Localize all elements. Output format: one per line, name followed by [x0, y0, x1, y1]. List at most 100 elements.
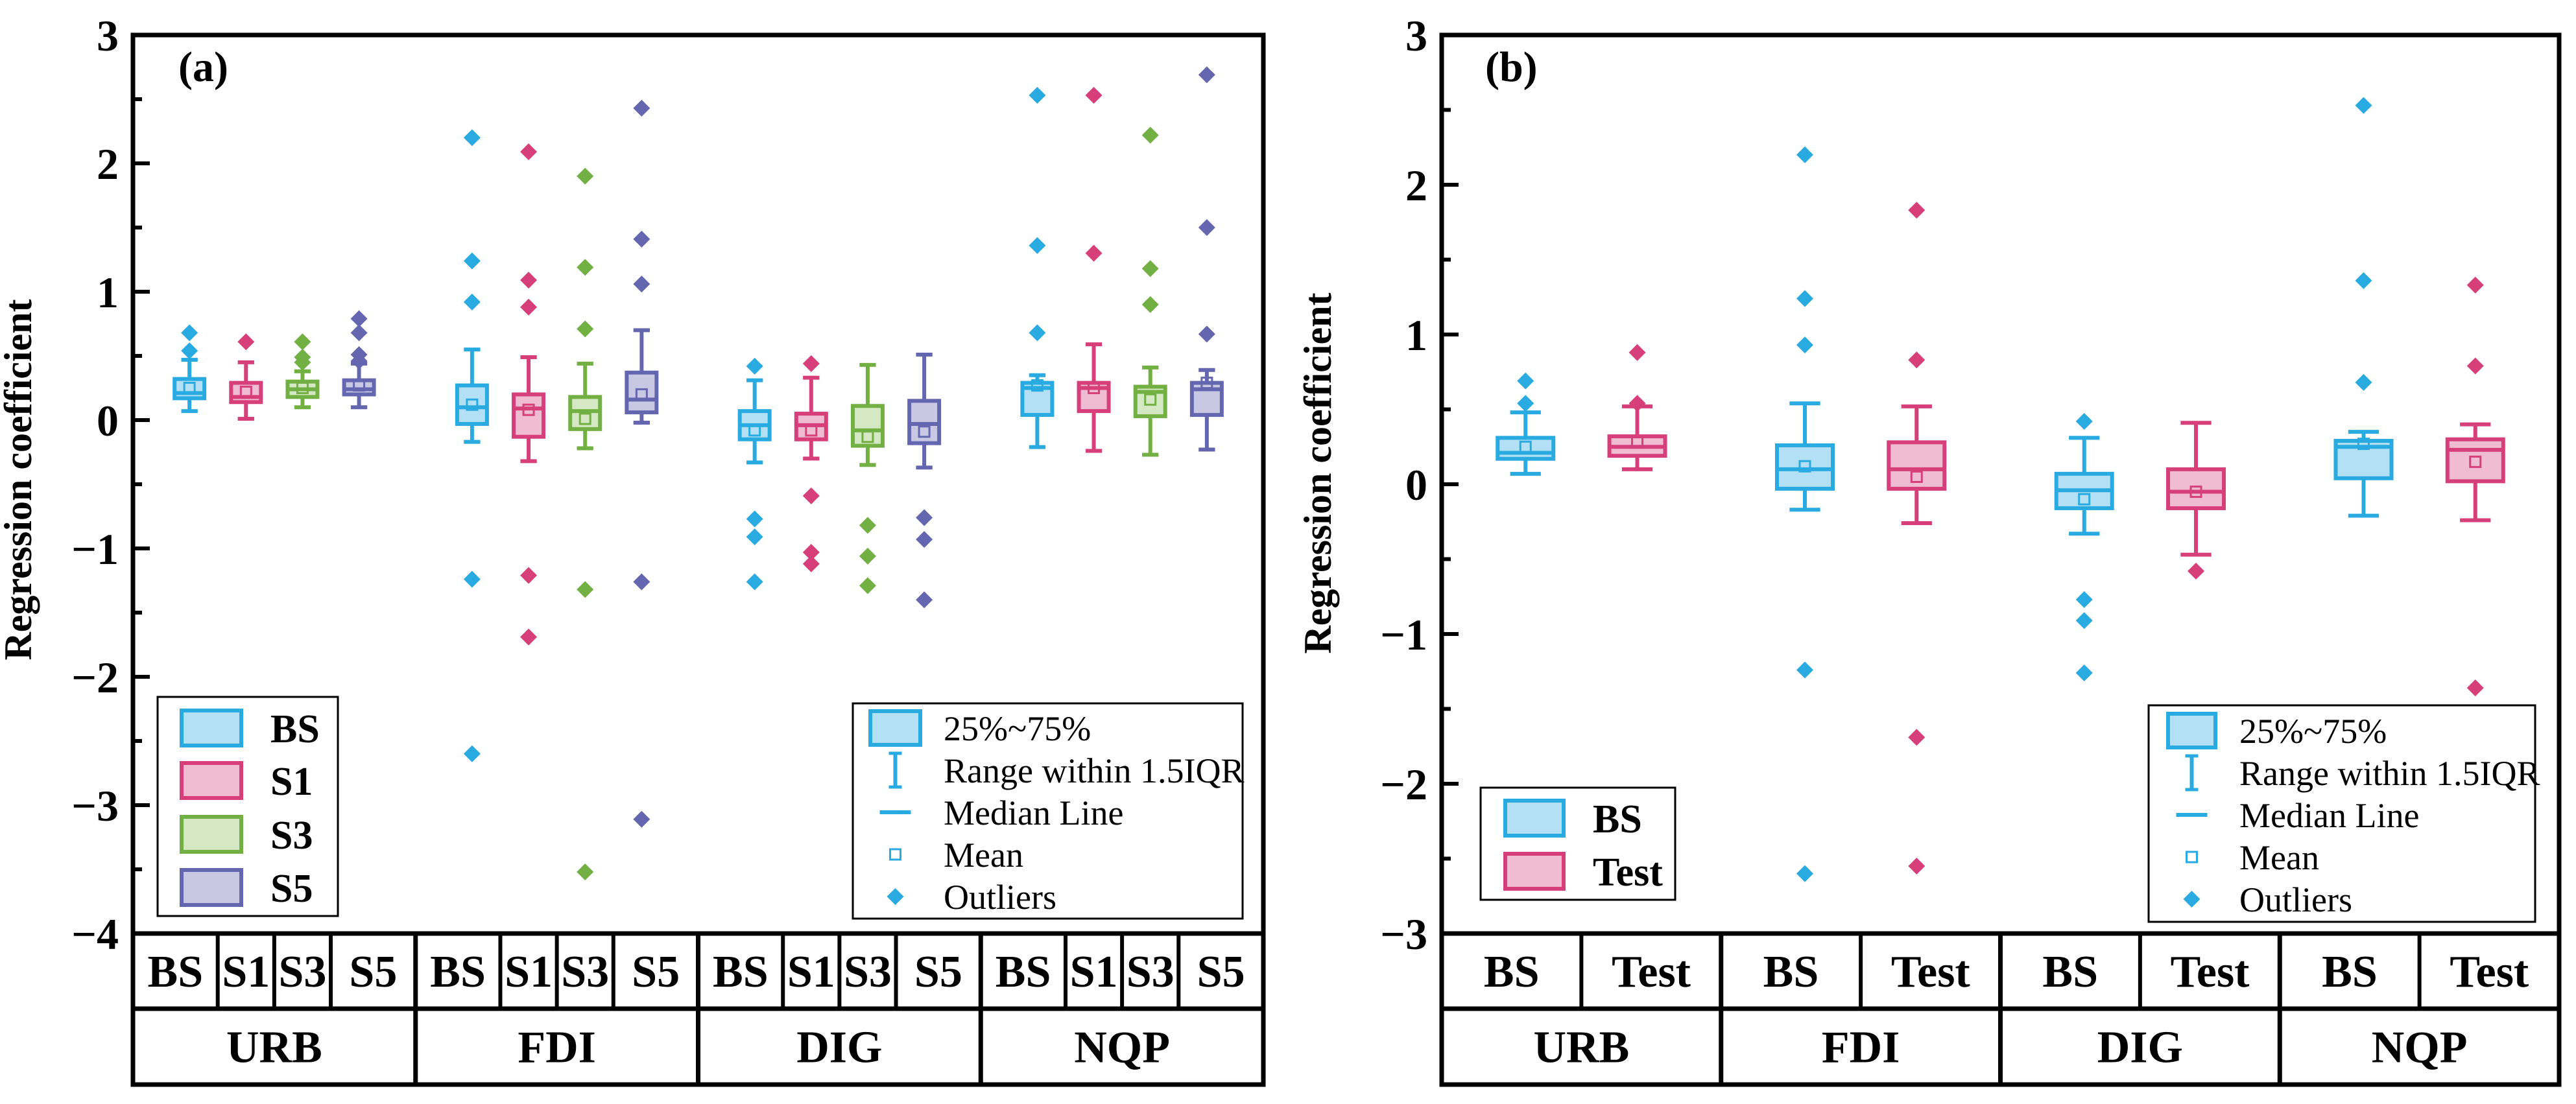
panel-label: (b) [1485, 43, 1538, 91]
series-cell-label: BS [996, 947, 1051, 997]
outlier-point [1198, 325, 1215, 343]
stat-legend-label: Mean [2239, 838, 2319, 877]
series-cell-label: BS [713, 947, 769, 997]
series-cell-label: S3 [1127, 947, 1175, 997]
y-tick-label: −1 [71, 524, 119, 574]
outlier-point [1029, 237, 1046, 254]
outlier-point [181, 324, 198, 342]
outlier-point [802, 555, 820, 572]
outlier-point [2188, 562, 2205, 580]
outlier-point [1628, 395, 1646, 412]
y-axis-label: Regression coefficient [1296, 292, 1339, 653]
outlier-point [746, 510, 763, 528]
box-NQP-S5 [1189, 66, 1224, 452]
stat-legend-label: Outliers [2239, 880, 2352, 919]
outlier-point [859, 577, 876, 594]
iqr-box [2166, 467, 2226, 510]
box-URB-Test [1607, 344, 1667, 471]
outlier-point [1908, 858, 1926, 875]
outlier-point [463, 129, 481, 147]
outlier-point [181, 342, 198, 360]
box-NQP-S1 [1077, 87, 1111, 453]
box-DIG-BS [737, 357, 772, 591]
outlier-point [237, 333, 255, 351]
box-URB-S5 [342, 310, 376, 410]
group-label: NQP [1074, 1023, 1170, 1073]
outlier-point [463, 745, 481, 762]
outlier-point [2075, 612, 2093, 629]
mean-marker [918, 425, 931, 438]
box-DIG-BS [2054, 412, 2114, 682]
stat-legend-label: Outliers [944, 878, 1056, 917]
series-cell-label: BS [430, 947, 486, 997]
mean-marker [578, 412, 591, 425]
series-cell-label: BS [2042, 947, 2098, 997]
outlier-point [520, 143, 538, 161]
mean-marker [466, 398, 479, 411]
y-tick-label: −3 [71, 781, 119, 830]
mean-marker [1200, 377, 1213, 390]
series-cell-label: S5 [349, 947, 397, 997]
outlier-point [2355, 272, 2372, 289]
series-cell-label: BS [1484, 947, 1540, 997]
outlier-point [1796, 146, 1813, 163]
mean-marker [183, 382, 196, 394]
outlier-point [1517, 395, 1534, 412]
series-cell-label: S3 [278, 947, 326, 997]
y-tick-label: 1 [1405, 311, 1427, 360]
outlier-point [746, 573, 763, 591]
mean-legend-icon [2186, 851, 2198, 863]
outlier-point [350, 352, 368, 370]
group-label: DIG [2097, 1023, 2183, 1073]
y-tick-label: 2 [97, 139, 119, 189]
outlier-point [577, 320, 594, 338]
iqr-box [850, 404, 885, 448]
outlier-point [2466, 276, 2484, 294]
mean-marker [1910, 470, 1923, 483]
series-cell-label: S5 [632, 947, 680, 997]
mean-marker [635, 388, 648, 401]
box-DIG-S5 [907, 353, 942, 609]
outlier-point [577, 581, 594, 598]
outlier-point [1796, 336, 1813, 354]
box-FDI-S5 [625, 99, 659, 828]
outlier-point [633, 276, 650, 293]
box-FDI-BS [455, 129, 489, 762]
mean-marker [2469, 455, 2482, 468]
plot-frame [130, 32, 1266, 1087]
iqr-box [1774, 443, 1835, 491]
plot-frame [1439, 32, 2562, 1087]
group-label: DIG [796, 1023, 882, 1073]
outlier-point [746, 357, 763, 375]
series-cell-label: Test [2450, 947, 2529, 997]
series-cell-label: S5 [1197, 947, 1245, 997]
outlier-legend-icon [887, 888, 904, 905]
outlier-point [1198, 219, 1215, 236]
outlier-point [294, 353, 311, 371]
outlier-point [2075, 664, 2093, 682]
outlier-point [802, 355, 820, 372]
series-cell-label: Test [2171, 947, 2250, 997]
outlier-legend-icon [2183, 891, 2200, 908]
outlier-point [1796, 290, 1813, 307]
group-label: URB [226, 1023, 322, 1073]
stat-legend-label: Mean [944, 836, 1023, 875]
mean-marker [353, 379, 366, 392]
stat-legend-label: Range within 1.5IQR [944, 751, 1244, 790]
y-tick-label: 3 [1405, 11, 1427, 60]
outlier-point [1796, 865, 1813, 882]
mean-marker [239, 385, 252, 398]
outlier-point [520, 272, 538, 289]
mean-marker [2357, 438, 2370, 451]
mean-marker [1631, 436, 1644, 449]
mean-marker [1031, 379, 1044, 392]
outlier-point [1628, 344, 1646, 361]
box-FDI-S3 [568, 167, 602, 880]
outlier-point [577, 259, 594, 276]
box-FDI-BS [1774, 146, 1835, 882]
series-cell-label: S1 [1070, 947, 1118, 997]
y-tick-label: 2 [1405, 161, 1427, 210]
